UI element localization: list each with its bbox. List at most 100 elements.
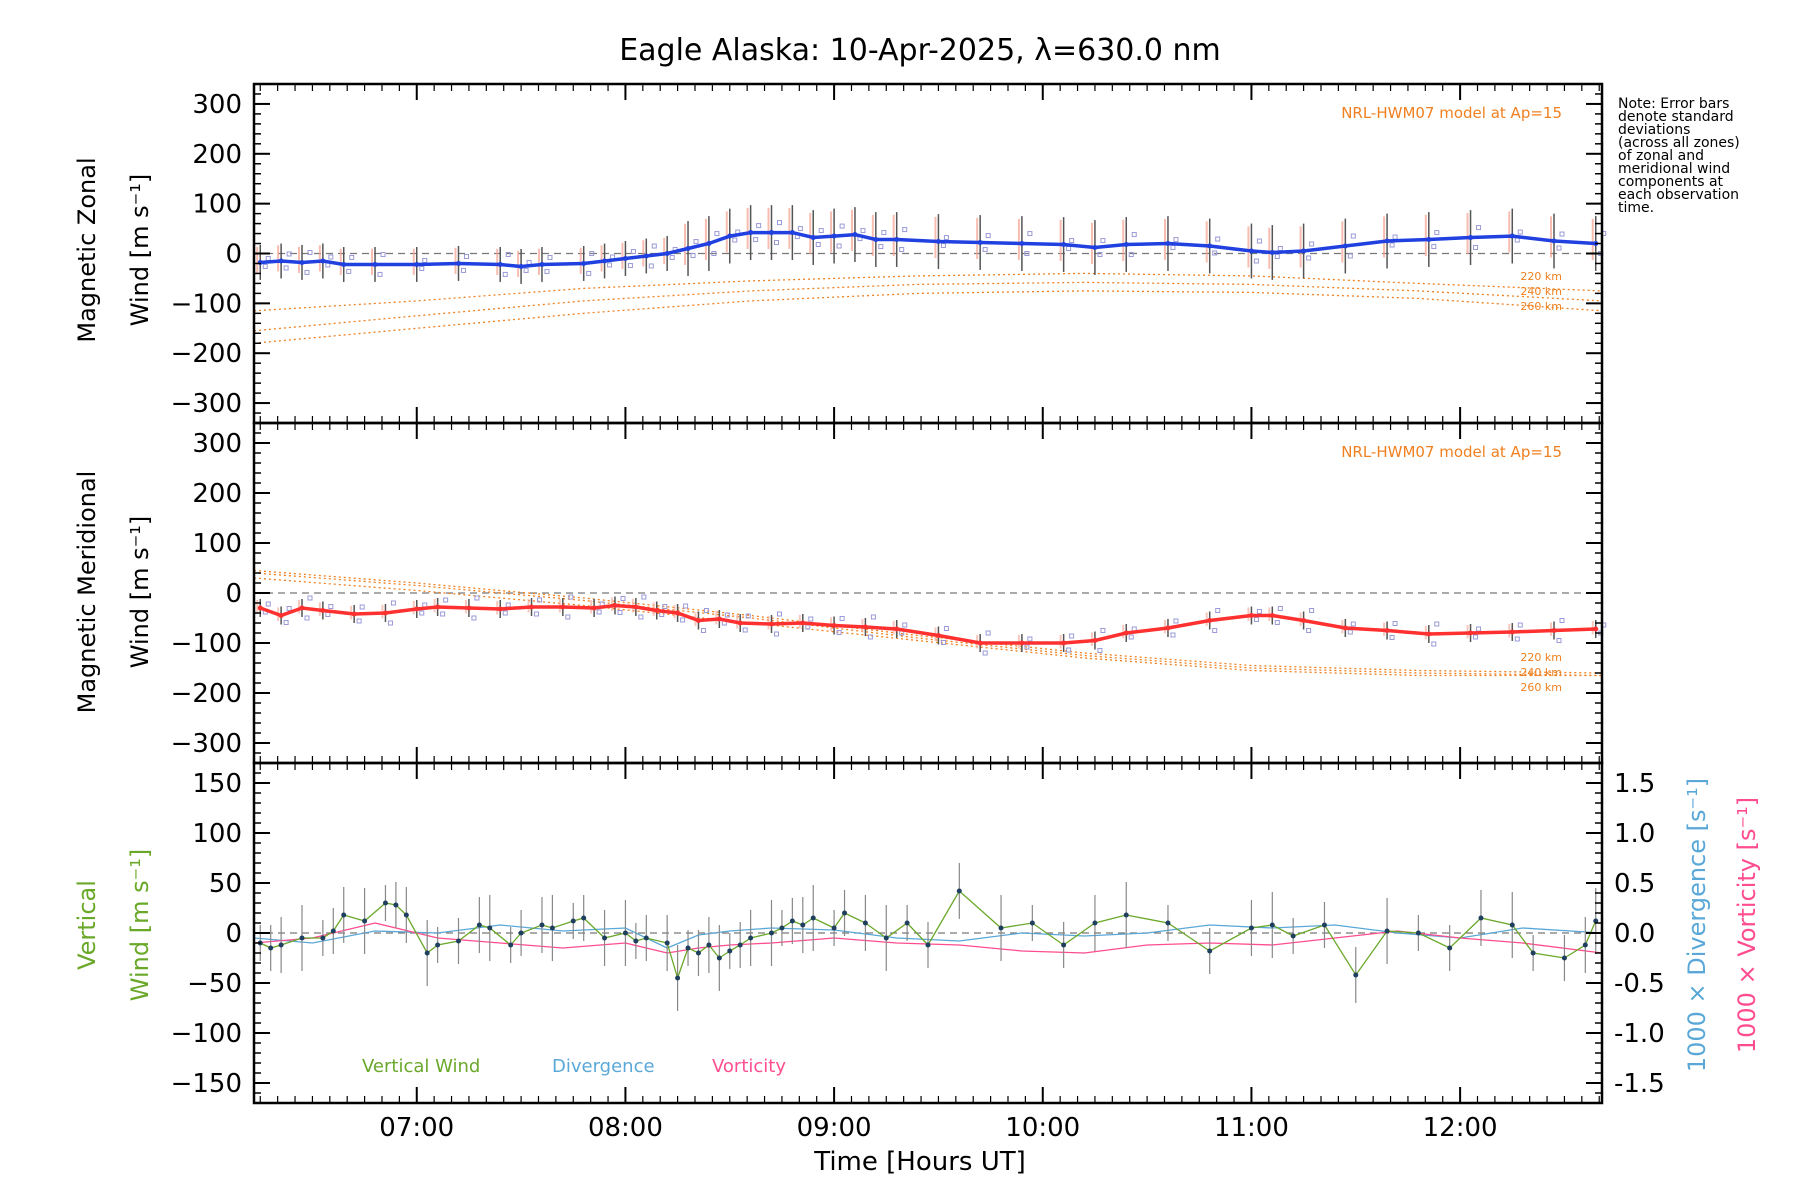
- meridional-zone-sample: [356, 618, 362, 624]
- meridional-zone-sample: [440, 611, 446, 617]
- meridional-zone-sample: [638, 614, 644, 620]
- vertical-wind-point: [1582, 942, 1588, 948]
- note-line: components at: [1618, 174, 1724, 190]
- meridional-zone-sample: [534, 611, 540, 617]
- meridional-zone-sample: [1027, 636, 1033, 642]
- plot-layer: 300 200 100 0 −100 −200 −300 300 200 100 0 −100 −200…: [171, 82, 1665, 1143]
- vertical-wind-point: [1530, 950, 1536, 956]
- meridional-model-label: NRL-HWM07 model at Ap=15: [1341, 443, 1562, 461]
- zonal-zone-sample: [669, 254, 675, 260]
- meridional-zone-sample: [943, 626, 949, 631]
- meridional-model-260-curve: [253, 577, 1602, 677]
- zonal-ylabel-line1: Magnetic Zonal: [73, 157, 101, 342]
- meridional-zone-sample: [659, 612, 665, 617]
- zonal-zone-sample: [1069, 238, 1075, 244]
- meridional-wind-point: [1551, 628, 1557, 633]
- zonal-zone-sample: [1128, 251, 1134, 257]
- meridional-wind-point: [1248, 613, 1254, 618]
- zonal-zone-sample: [1027, 231, 1033, 237]
- vertical-wind-point: [320, 935, 326, 941]
- vertical-wind-point: [539, 922, 545, 928]
- zonal-zone-sample: [1306, 255, 1312, 261]
- zonal-zone-sample: [328, 254, 334, 260]
- zonal-wind-point: [622, 255, 628, 261]
- zonal-wind-point: [299, 259, 305, 265]
- zonal-zone-sample: [773, 240, 779, 246]
- meridional-zone-sample: [325, 612, 331, 617]
- vertical-wind-point: [382, 900, 388, 906]
- meridional-zone-sample: [286, 606, 292, 611]
- vertical-wind-point: [1447, 945, 1453, 951]
- meridional-wind-point: [1207, 618, 1213, 623]
- zonal-zone-sample: [881, 230, 887, 236]
- zonal-wind-point: [1248, 248, 1254, 254]
- vertical-wind-point: [549, 925, 555, 931]
- meridional-zone-sample: [641, 594, 647, 600]
- meridional-zone-sample: [471, 615, 477, 621]
- zonal-zone-sample: [1173, 237, 1179, 243]
- note-line: meridional wind: [1618, 161, 1730, 177]
- vorticity-axis-label: 1000 × Vorticity [s⁻¹]: [1733, 797, 1761, 1053]
- right-axis-tick-label: -0.5: [1614, 969, 1665, 999]
- meridional-zone-sample: [307, 595, 313, 601]
- meridional-wind-point: [612, 603, 618, 608]
- zonal-wind-point: [664, 251, 670, 256]
- meridional-wind-point: [278, 613, 284, 618]
- meridional-ylabel: Magnetic Meridional Wind [m s⁻¹]: [73, 471, 154, 714]
- zonal-wind-point: [852, 232, 858, 238]
- vertical-y-tick-label: 150: [192, 769, 242, 799]
- zonal-zone-sample: [1212, 250, 1218, 256]
- vertical-wind-point: [1269, 922, 1275, 928]
- zonal-wind-point: [1468, 235, 1474, 241]
- zonal-zone-sample: [732, 237, 738, 243]
- meridional-zone-sample: [982, 650, 988, 656]
- meridional-zone-sample: [1170, 632, 1176, 638]
- x-tick-label: 07:00: [379, 1113, 454, 1143]
- meridional-wind-point: [894, 626, 900, 632]
- meridional-y-tick-label: −100: [171, 629, 242, 659]
- zonal-zone-sample: [1215, 236, 1221, 242]
- vertical-wind-point: [675, 975, 681, 981]
- vertical-wind-point: [570, 918, 576, 924]
- meridional-zone-sample: [1476, 626, 1482, 632]
- meridional-ylabel-line1: Magnetic Meridional: [73, 471, 101, 714]
- zonal-zone-sample: [1256, 238, 1262, 244]
- meridional-wind-point: [1384, 628, 1390, 633]
- vertical-wind-point: [602, 935, 608, 941]
- zonal-zone-sample: [714, 231, 720, 237]
- meridional-wind-point: [1426, 631, 1432, 637]
- right-axis-tick-label: 0.0: [1614, 919, 1655, 949]
- meridional-zone-sample: [776, 611, 782, 617]
- vertical-wind-point: [685, 945, 691, 951]
- zonal-wind-point: [894, 237, 900, 243]
- legend-vertical-wind: Vertical Wind: [362, 1056, 480, 1077]
- zonal-zone-sample: [265, 255, 271, 261]
- legend-vorticity: Vorticity: [712, 1056, 786, 1077]
- zonal-wind-point: [1301, 248, 1307, 254]
- meridional-zone-sample: [387, 620, 393, 626]
- zonal-zone-sample: [693, 239, 699, 245]
- zonal-zone-sample: [377, 271, 383, 277]
- meridional-zone-sample: [443, 597, 449, 603]
- zonal-ylabel: Magnetic Zonal Wind [m s⁻¹]: [73, 157, 154, 342]
- meridional-wind-point: [935, 633, 941, 638]
- meridional-zone-sample: [1277, 606, 1283, 611]
- note-line: denote standard: [1618, 109, 1734, 125]
- vertical-y-tick-label: −100: [171, 1019, 242, 1049]
- zonal-zone-sample: [1347, 253, 1353, 259]
- note-line: Note: Error bars: [1618, 96, 1729, 112]
- meridional-zone-sample: [537, 597, 543, 603]
- zonal-wind-point: [643, 253, 649, 259]
- meridional-zone-sample: [474, 595, 480, 601]
- meridional-zone-sample: [265, 601, 271, 607]
- meridional-y-tick-label: −200: [171, 679, 242, 709]
- meridional-zone-sample: [1309, 608, 1315, 613]
- zonal-zone-sample: [797, 226, 803, 232]
- meridional-model-240-curve: [253, 572, 1603, 677]
- meridional-wind-point: [800, 620, 806, 626]
- right-axis-tick-label: 0.5: [1614, 869, 1655, 899]
- meridional-zone-sample: [1173, 618, 1179, 624]
- zonal-zone-sample: [286, 251, 292, 257]
- meridional-zone-sample: [565, 614, 571, 620]
- meridional-zone-sample: [1097, 648, 1103, 653]
